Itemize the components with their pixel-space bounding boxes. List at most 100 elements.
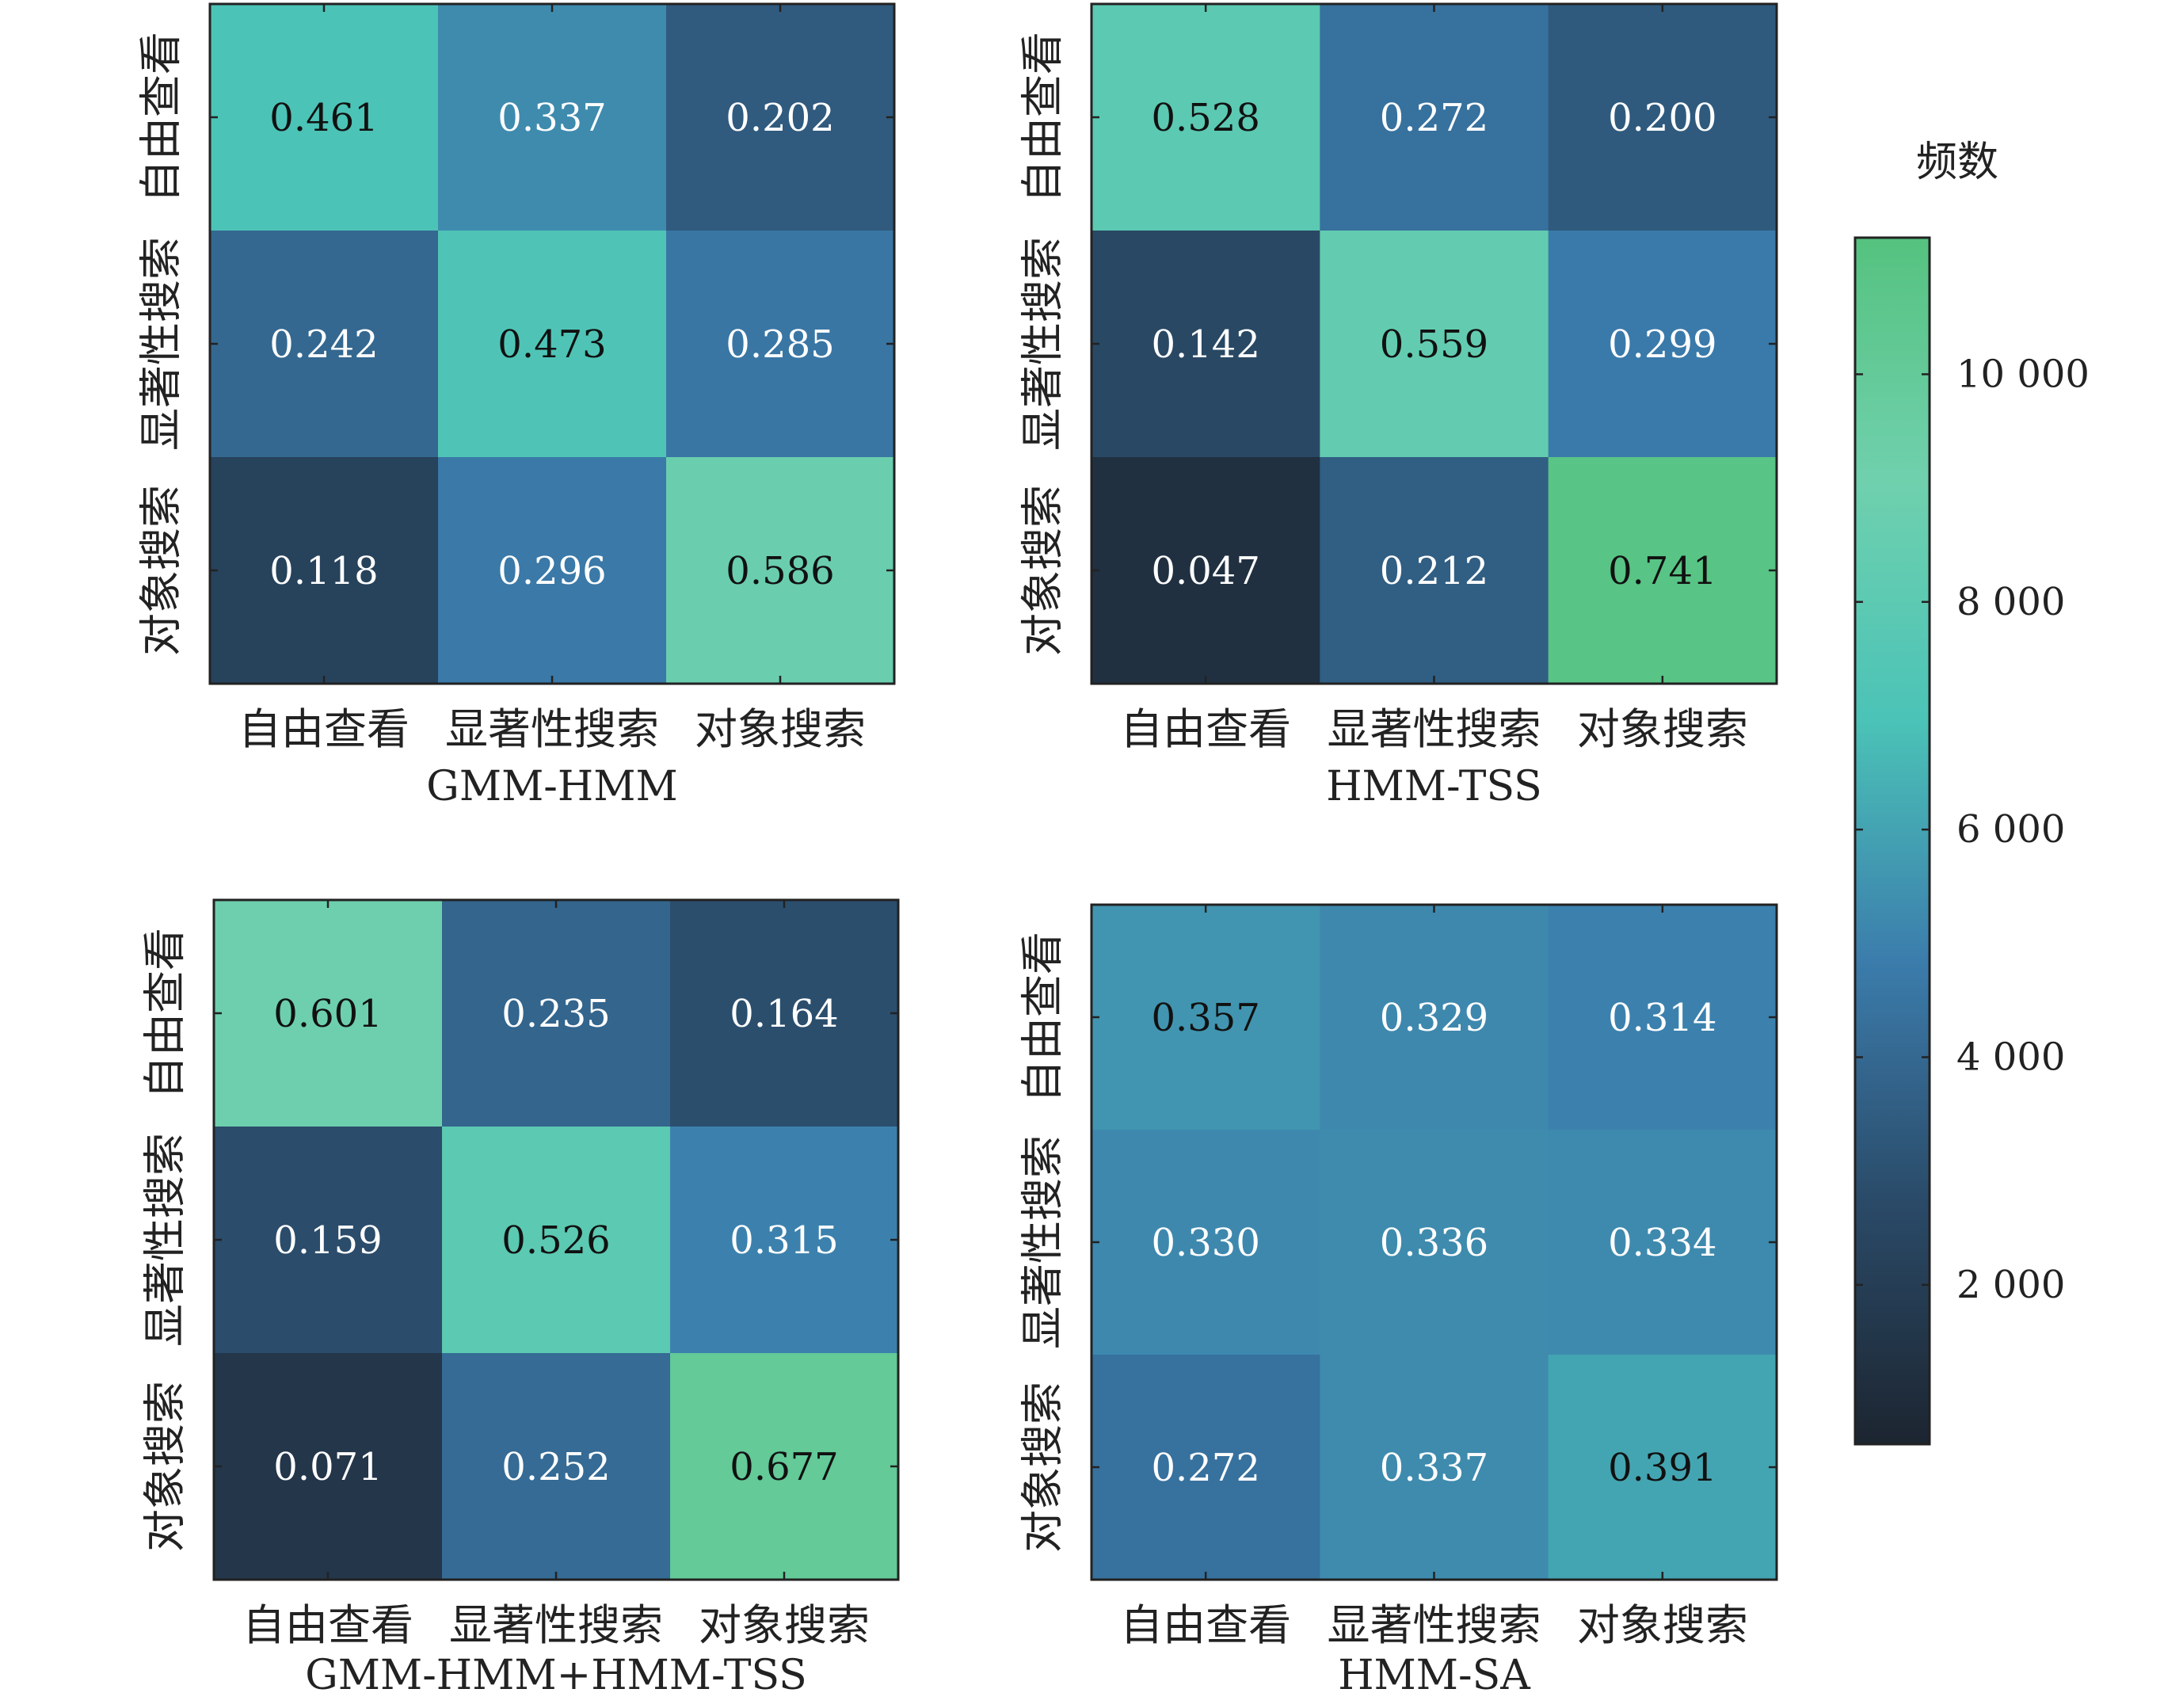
heatmap-cell xyxy=(1548,4,1777,231)
y-tick-label: 对象搜索 xyxy=(136,485,186,656)
cell-value-label: 0.272 xyxy=(1151,1446,1259,1490)
cell-value-label: 0.314 xyxy=(1608,996,1716,1040)
y-tick-label: 对象搜索 xyxy=(1018,1382,1068,1553)
colorbar-title: 频数 xyxy=(1916,139,1998,186)
y-tick-label: 对象搜索 xyxy=(140,1381,190,1552)
cell-value-label: 0.473 xyxy=(497,322,606,367)
cell-value-label: 0.337 xyxy=(497,96,606,140)
cell-value-label: 0.461 xyxy=(269,96,378,140)
cell-value-label: 0.285 xyxy=(726,322,834,367)
heatmap-panel-hmm-tss: 0.528 0.272 0.200 0.142 0.559 0.299 0.047 0.212… xyxy=(1018,2,1778,810)
cell-value-label: 0.528 xyxy=(1151,96,1259,140)
heatmap-cell xyxy=(666,457,895,684)
x-tick-label: 显著性搜索 xyxy=(445,704,659,754)
heatmap-cell xyxy=(1320,457,1549,684)
y-tick-label: 自由查看 xyxy=(1018,932,1068,1103)
panel-title: HMM-SA xyxy=(1338,1652,1531,1699)
x-tick-label: 自由查看 xyxy=(242,1600,413,1650)
heatmap-cell xyxy=(1092,4,1320,231)
colorbar-tick-label: 2 000 xyxy=(1956,1263,2065,1307)
heatmap-cell xyxy=(210,457,439,684)
colorbar-gradient xyxy=(1853,236,1931,1446)
heatmap-cell xyxy=(1320,905,1549,1130)
cell-value-label: 0.329 xyxy=(1380,996,1488,1040)
colorbar-tick-label: 8 000 xyxy=(1956,580,2065,624)
cell-value-label: 0.315 xyxy=(730,1218,838,1263)
x-tick-label: 显著性搜索 xyxy=(449,1600,663,1650)
heatmap-cell xyxy=(438,457,667,684)
y-tick-label: 显著性搜索 xyxy=(136,237,186,451)
heatmap-cell xyxy=(210,4,439,231)
heatmap-cell xyxy=(1548,905,1777,1130)
heatmap-cell xyxy=(670,900,899,1127)
y-tick-label: 对象搜索 xyxy=(1018,485,1068,656)
y-tick-label: 自由查看 xyxy=(136,32,186,203)
cell-value-label: 0.299 xyxy=(1608,322,1716,367)
heatmap-cell xyxy=(1092,1130,1320,1355)
cell-value-label: 0.586 xyxy=(726,549,834,593)
heatmap-cell xyxy=(442,900,671,1127)
cell-value-label: 0.272 xyxy=(1380,96,1488,140)
heatmap-panels: 0.461 0.337 0.202 0.242 0.473 0.285 0.118 0.296… xyxy=(136,2,1778,1699)
heatmap-cell xyxy=(1548,457,1777,684)
panel-title: HMM-TSS xyxy=(1326,763,1542,810)
cell-value-label: 0.330 xyxy=(1151,1221,1259,1265)
cell-value-label: 0.164 xyxy=(730,992,838,1036)
heatmap-cell xyxy=(670,1127,899,1354)
heatmap-cell xyxy=(1320,231,1549,458)
cell-value-label: 0.047 xyxy=(1151,549,1259,593)
colorbar-tick-label: 10 000 xyxy=(1956,352,2090,396)
cell-value-label: 0.202 xyxy=(726,96,834,140)
cell-value-label: 0.252 xyxy=(501,1445,610,1489)
cell-value-label: 0.235 xyxy=(501,992,610,1036)
y-tick-label: 自由查看 xyxy=(140,928,190,1099)
heatmap-cell xyxy=(1092,231,1320,458)
heatmap-cell xyxy=(1320,4,1549,231)
cell-value-label: 0.071 xyxy=(273,1445,382,1489)
heatmap-cell xyxy=(1548,1355,1777,1580)
cell-value-label: 0.741 xyxy=(1608,549,1716,593)
x-tick-label: 自由查看 xyxy=(1120,1600,1291,1650)
heatmap-cell xyxy=(1548,231,1777,458)
heatmap-cell xyxy=(442,1353,671,1580)
heatmap-cell xyxy=(210,231,439,458)
cell-value-label: 0.526 xyxy=(501,1218,610,1263)
heatmap-cell xyxy=(1320,1130,1549,1355)
x-tick-label: 自由查看 xyxy=(1120,704,1291,754)
cell-value-label: 0.200 xyxy=(1608,96,1716,140)
heatmap-cell xyxy=(438,231,667,458)
x-tick-label: 对象搜索 xyxy=(1577,704,1748,754)
cell-value-label: 0.159 xyxy=(273,1218,382,1263)
heatmap-cell xyxy=(214,1353,443,1580)
x-tick-label: 对象搜索 xyxy=(699,1600,870,1650)
cell-value-label: 0.677 xyxy=(730,1445,838,1489)
cell-value-label: 0.601 xyxy=(273,992,382,1036)
heatmap-panel-gmm-hmm-hmm-tss: 0.601 0.235 0.164 0.159 0.526 0.315 0.071 0.252… xyxy=(140,898,900,1699)
heatmap-panel-hmm-sa: 0.357 0.329 0.314 0.330 0.336 0.334 0.272 0.337… xyxy=(1018,903,1778,1699)
cell-value-label: 0.212 xyxy=(1380,549,1488,593)
cell-value-label: 0.118 xyxy=(269,549,378,593)
y-tick-label: 自由查看 xyxy=(1018,32,1068,203)
cell-value-label: 0.337 xyxy=(1380,1446,1488,1490)
heatmap-cell xyxy=(438,4,667,231)
x-tick-label: 显著性搜索 xyxy=(1328,1600,1541,1650)
x-tick-label: 对象搜索 xyxy=(695,704,866,754)
cell-value-label: 0.391 xyxy=(1608,1446,1716,1490)
heatmap-cell xyxy=(666,231,895,458)
cell-value-label: 0.142 xyxy=(1151,322,1259,367)
cell-value-label: 0.334 xyxy=(1608,1221,1716,1265)
heatmap-cell xyxy=(442,1127,671,1354)
heatmap-cell xyxy=(1092,457,1320,684)
panel-title: GMM-HMM xyxy=(426,763,677,810)
colorbar: 2 000 4 000 6 000 8 000 10 000 频数 xyxy=(1853,139,2090,1446)
y-tick-label: 显著性搜索 xyxy=(1018,1135,1068,1349)
heatmap-cell xyxy=(670,1353,899,1580)
heatmap-panel-gmm-hmm: 0.461 0.337 0.202 0.242 0.473 0.285 0.118 0.296… xyxy=(136,2,896,810)
panel-title: GMM-HMM+HMM-TSS xyxy=(305,1652,807,1699)
x-tick-label: 对象搜索 xyxy=(1577,1600,1748,1650)
cell-value-label: 0.296 xyxy=(497,549,606,593)
x-tick-label: 自由查看 xyxy=(238,704,410,754)
heatmap-cell xyxy=(1092,1355,1320,1580)
colorbar-tick-label: 6 000 xyxy=(1956,807,2065,852)
